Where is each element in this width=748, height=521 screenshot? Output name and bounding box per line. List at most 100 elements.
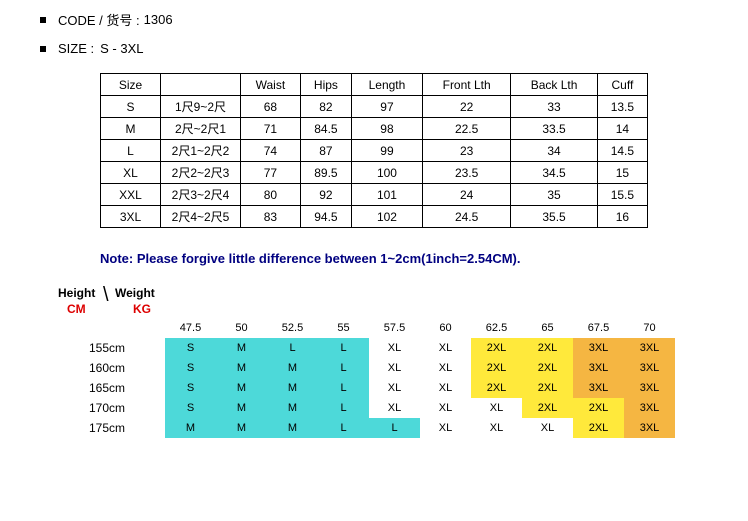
- size-table: SizeWaistHipsLengthFront LthBack LthCuff…: [100, 73, 648, 228]
- table-cell: 77: [241, 162, 301, 184]
- hw-size-cell: S: [165, 358, 216, 378]
- table-row: XXL2尺3~2尺48092101243515.5: [101, 184, 648, 206]
- hw-size-cell: 3XL: [573, 378, 624, 398]
- table-cell: 34: [511, 140, 597, 162]
- table-row: 3XL2尺4~2尺58394.510224.535.516: [101, 206, 648, 228]
- hw-size-cell: 3XL: [624, 398, 675, 418]
- hw-header: Height \ Weight CM KG: [55, 286, 748, 318]
- table-row: L2尺1~2尺2748799233414.5: [101, 140, 648, 162]
- table-cell: 68: [241, 96, 301, 118]
- height-weight-table: 47.55052.55557.56062.56567.570155cmSMLLX…: [55, 318, 675, 438]
- hw-size-cell: L: [369, 418, 420, 438]
- hw-height-cell: 165cm: [55, 378, 165, 398]
- table-cell: 23: [422, 140, 510, 162]
- size-value: S - 3XL: [100, 41, 143, 56]
- hw-size-cell: XL: [369, 398, 420, 418]
- hw-size-cell: XL: [369, 378, 420, 398]
- code-label: CODE / 货号 :: [58, 10, 140, 29]
- hw-weight-cell: 67.5: [573, 318, 624, 338]
- table-cell: 99: [352, 140, 423, 162]
- table-cell: 15.5: [597, 184, 647, 206]
- hw-height-cell: 160cm: [55, 358, 165, 378]
- hw-size-cell: M: [216, 418, 267, 438]
- table-cell: 34.5: [511, 162, 597, 184]
- table-cell: 92: [300, 184, 351, 206]
- table-cell: 14.5: [597, 140, 647, 162]
- hw-weight-cell: 62.5: [471, 318, 522, 338]
- hw-size-cell: L: [318, 398, 369, 418]
- table-cell: 80: [241, 184, 301, 206]
- table-header-cell: Length: [352, 74, 423, 96]
- hw-size-cell: M: [216, 398, 267, 418]
- table-cell: S: [101, 96, 161, 118]
- hw-size-cell: L: [318, 378, 369, 398]
- table-cell: 22: [422, 96, 510, 118]
- table-cell: 35.5: [511, 206, 597, 228]
- table-cell: 16: [597, 206, 647, 228]
- hw-size-cell: XL: [369, 338, 420, 358]
- hw-size-cell: M: [216, 338, 267, 358]
- table-cell: 84.5: [300, 118, 351, 140]
- hw-size-cell: 2XL: [522, 398, 573, 418]
- weight-label: Weight: [115, 286, 155, 300]
- hw-size-cell: M: [267, 378, 318, 398]
- size-table-container: SizeWaistHipsLengthFront LthBack LthCuff…: [0, 73, 748, 243]
- table-header-cell: Waist: [241, 74, 301, 96]
- hw-size-cell: M: [267, 358, 318, 378]
- hw-size-cell: XL: [471, 418, 522, 438]
- table-body: S1尺9~2尺688297223313.5M2尺~2尺17184.59822.5…: [101, 96, 648, 228]
- cm-label: CM: [67, 302, 86, 316]
- table-cell: 83: [241, 206, 301, 228]
- height-weight-section: Height \ Weight CM KG 47.55052.55557.560…: [0, 276, 748, 438]
- hw-size-cell: 2XL: [573, 418, 624, 438]
- table-cell: 82: [300, 96, 351, 118]
- hw-row: 165cmSMMLXLXL2XL2XL3XL3XL: [55, 378, 675, 398]
- hw-size-cell: 2XL: [471, 378, 522, 398]
- hw-size-cell: 2XL: [522, 358, 573, 378]
- table-cell: 35: [511, 184, 597, 206]
- hw-corner-cell: [55, 318, 165, 338]
- hw-size-cell: S: [165, 378, 216, 398]
- table-cell: 87: [300, 140, 351, 162]
- hw-size-cell: 2XL: [573, 398, 624, 418]
- hw-size-cell: M: [267, 418, 318, 438]
- table-cell: 33: [511, 96, 597, 118]
- hw-size-cell: XL: [420, 378, 471, 398]
- code-value: 1306: [144, 12, 173, 27]
- table-row: XL2尺2~2尺37789.510023.534.515: [101, 162, 648, 184]
- table-cell: 89.5: [300, 162, 351, 184]
- table-cell: 14: [597, 118, 647, 140]
- table-cell: L: [101, 140, 161, 162]
- hw-height-cell: 155cm: [55, 338, 165, 358]
- hw-size-cell: M: [165, 418, 216, 438]
- hw-row: 155cmSMLLXLXL2XL2XL3XL3XL: [55, 338, 675, 358]
- hw-size-cell: 3XL: [573, 338, 624, 358]
- hw-weight-cell: 55: [318, 318, 369, 338]
- hw-size-cell: XL: [369, 358, 420, 378]
- table-cell: 15: [597, 162, 647, 184]
- hw-size-cell: 3XL: [573, 358, 624, 378]
- hw-size-cell: XL: [522, 418, 573, 438]
- note-text: Note: Please forgive little difference b…: [0, 243, 748, 276]
- table-cell: 71: [241, 118, 301, 140]
- table-cell: 101: [352, 184, 423, 206]
- hw-height-cell: 175cm: [55, 418, 165, 438]
- code-line: CODE / 货号 : 1306: [40, 10, 708, 29]
- hw-size-cell: 3XL: [624, 378, 675, 398]
- hw-size-cell: S: [165, 398, 216, 418]
- hw-size-cell: 2XL: [471, 338, 522, 358]
- size-line: SIZE : S - 3XL: [40, 41, 708, 56]
- header-section: CODE / 货号 : 1306 SIZE : S - 3XL: [0, 0, 748, 73]
- table-row: M2尺~2尺17184.59822.533.514: [101, 118, 648, 140]
- slash-divider: \: [103, 284, 109, 307]
- hw-size-cell: S: [165, 338, 216, 358]
- hw-size-cell: L: [318, 358, 369, 378]
- table-cell: 2尺~2尺1: [161, 118, 241, 140]
- hw-row: 175cmMMMLLXLXLXL2XL3XL: [55, 418, 675, 438]
- table-cell: 23.5: [422, 162, 510, 184]
- table-row: S1尺9~2尺688297223313.5: [101, 96, 648, 118]
- hw-size-cell: L: [318, 338, 369, 358]
- table-cell: 102: [352, 206, 423, 228]
- table-cell: 2尺4~2尺5: [161, 206, 241, 228]
- hw-size-cell: XL: [420, 418, 471, 438]
